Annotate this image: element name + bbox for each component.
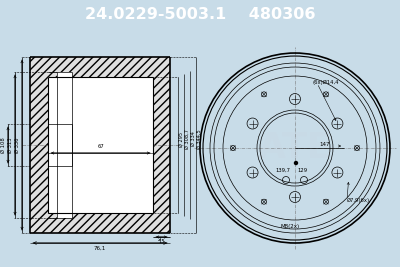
Text: 147: 147 bbox=[319, 142, 330, 147]
Bar bbox=[153, 213, 170, 233]
Bar bbox=[30, 213, 153, 233]
Text: Ø 334: Ø 334 bbox=[191, 132, 196, 147]
Text: 129: 129 bbox=[297, 167, 307, 172]
Bar bbox=[30, 57, 153, 233]
Text: 2: 2 bbox=[157, 237, 161, 242]
Text: 139,7: 139,7 bbox=[275, 167, 290, 172]
Text: 15: 15 bbox=[158, 239, 165, 244]
Text: 24.0229-5003.1    480306: 24.0229-5003.1 480306 bbox=[85, 6, 315, 22]
Text: Ø7,9(6x): Ø7,9(6x) bbox=[347, 198, 370, 203]
Text: 76,1: 76,1 bbox=[94, 246, 106, 251]
Text: ATE: ATE bbox=[66, 133, 118, 157]
Text: Ø 295: Ø 295 bbox=[179, 132, 184, 147]
Bar bbox=[48, 124, 72, 166]
Text: 67: 67 bbox=[97, 144, 104, 149]
Bar bbox=[30, 57, 153, 77]
Text: ATE: ATE bbox=[258, 131, 332, 165]
Bar bbox=[48, 77, 153, 213]
Text: M8(2x): M8(2x) bbox=[280, 223, 300, 229]
Bar bbox=[153, 77, 170, 213]
Bar bbox=[153, 57, 170, 77]
Text: Ø 108: Ø 108 bbox=[1, 137, 6, 153]
Text: (6x)Ø14,4: (6x)Ø14,4 bbox=[313, 80, 340, 85]
Bar bbox=[57, 72, 72, 218]
Text: Ø 336: Ø 336 bbox=[15, 137, 20, 153]
Circle shape bbox=[294, 162, 298, 164]
Text: Ø 313: Ø 313 bbox=[8, 137, 13, 153]
Text: Ø 344,5: Ø 344,5 bbox=[197, 129, 202, 149]
Text: Ø 308,7: Ø 308,7 bbox=[185, 129, 190, 149]
